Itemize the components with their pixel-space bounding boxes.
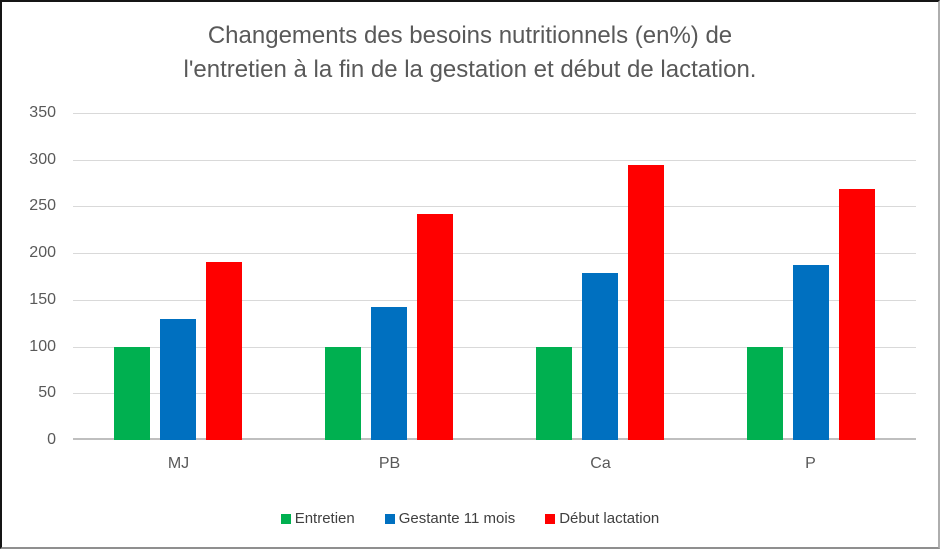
bar-debut-lactation-pb — [417, 214, 453, 440]
chart-title-line-1: Changements des besoins nutritionnels (e… — [207, 22, 733, 49]
gridline-200 — [73, 253, 916, 254]
legend-item-entretien: Entretien — [280, 510, 355, 527]
bar-debut-lactation-mj — [206, 262, 242, 440]
legend-swatch-entretien — [280, 513, 291, 524]
plot-area — [73, 113, 916, 440]
x-tick-label-ca: Ca — [590, 455, 611, 472]
chart-title-line-2: l'entretien à la fin de la gestation et … — [183, 56, 757, 83]
gridline-350 — [73, 113, 916, 114]
y-tick-label-200: 200 — [29, 244, 56, 261]
bar-gestante-11-mois-pb — [371, 307, 407, 440]
bar-gestante-11-mois-mj — [160, 319, 196, 440]
legend-swatch-debut-lactation — [545, 513, 556, 524]
x-tick-label-mj: MJ — [167, 455, 190, 472]
legend-label-gestante-11-mois: Gestante 11 mois — [398, 510, 516, 527]
x-tick-label-p: P — [805, 455, 816, 472]
gridline-300 — [73, 160, 916, 161]
y-tick-label-100: 100 — [29, 338, 56, 355]
bar-debut-lactation-ca — [628, 165, 664, 440]
legend-label-entretien: Entretien — [294, 510, 355, 527]
y-tick-label-50: 50 — [38, 384, 56, 401]
gridline-50 — [73, 393, 916, 394]
legend-item-gestante-11-mois: Gestante 11 mois — [384, 510, 516, 527]
bar-debut-lactation-p — [839, 189, 875, 440]
legend-swatch-gestante-11-mois — [384, 513, 395, 524]
bar-gestante-11-mois-p — [793, 265, 829, 440]
chart-title: Changements des besoins nutritionnels (e… — [2, 19, 938, 87]
legend-label-debut-lactation: Début lactation — [559, 510, 660, 527]
y-tick-label-0: 0 — [47, 431, 56, 448]
bar-entretien-pb — [325, 347, 361, 440]
gridline-100 — [73, 347, 916, 348]
y-tick-label-350: 350 — [29, 104, 56, 121]
gridline-150 — [73, 300, 916, 301]
x-tick-label-pb: PB — [378, 455, 401, 472]
bar-entretien-p — [747, 347, 783, 440]
gridline-250 — [73, 206, 916, 207]
y-tick-label-300: 300 — [29, 151, 56, 168]
gridline-0 — [73, 438, 916, 440]
legend: Entretien Gestante 11 mois Début lactation — [2, 510, 938, 527]
legend-item-debut-lactation: Début lactation — [545, 510, 659, 527]
bar-entretien-mj — [114, 347, 150, 440]
bar-gestante-11-mois-ca — [582, 273, 618, 440]
bar-entretien-ca — [536, 347, 572, 440]
y-tick-label-150: 150 — [29, 291, 56, 308]
y-tick-label-250: 250 — [29, 197, 56, 214]
